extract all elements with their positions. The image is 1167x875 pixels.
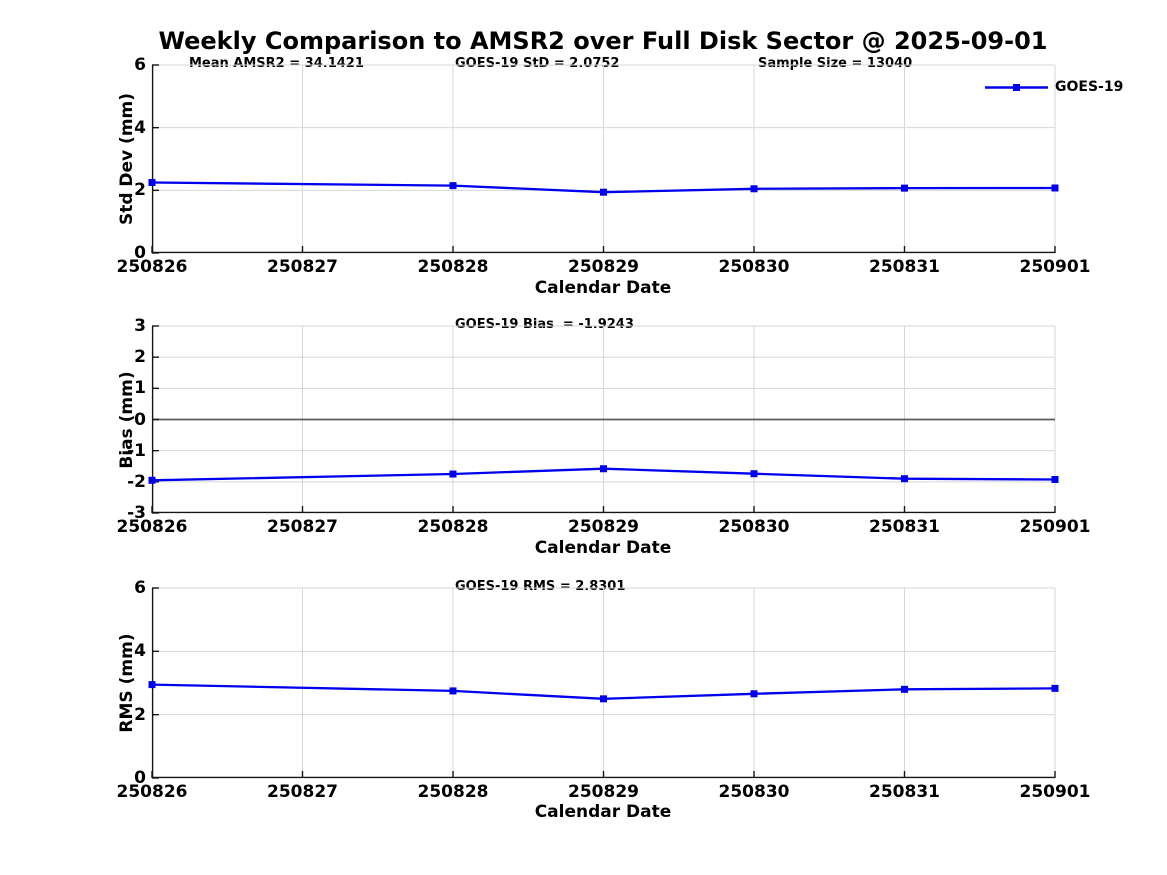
data-marker <box>1051 184 1059 192</box>
x-axis-label-rms: Calendar Date <box>534 802 672 822</box>
y-tick-label: 6 <box>134 55 146 75</box>
x-tick-label: 250826 <box>116 782 188 802</box>
data-line <box>151 467 1056 482</box>
legend-series-label: GOES-19 <box>1055 79 1124 95</box>
annotation-goes19-std: GOES-19 StD = 2.0752 <box>455 56 620 71</box>
data-marker <box>600 465 607 473</box>
x-tick-label: 250829 <box>568 517 639 537</box>
y-tick-label: 4 <box>134 641 146 662</box>
y-tick-label: 2 <box>134 347 146 368</box>
data-marker <box>449 182 457 190</box>
x-tick-label: 250901 <box>1019 257 1091 277</box>
data-line <box>151 683 1056 700</box>
annotation-sample-size: Sample Size = 13040 <box>758 56 913 71</box>
y-tick-label: -1 <box>127 440 146 461</box>
x-tick-label: 250828 <box>417 782 489 802</box>
y-tick-label: 4 <box>134 117 146 138</box>
y-tick-label: 1 <box>134 378 146 399</box>
x-tick-label: 250901 <box>1019 517 1091 537</box>
data-marker <box>750 185 758 193</box>
y-tick-label: 0 <box>134 409 146 430</box>
plot-area-bias <box>148 325 1059 514</box>
x-tick-label: 250827 <box>267 517 338 537</box>
data-marker <box>1051 684 1059 692</box>
x-tick-label: 250827 <box>267 782 338 802</box>
y-tick-label: 0 <box>134 768 146 788</box>
x-tick-label: 250826 <box>116 517 188 537</box>
data-marker <box>148 681 156 689</box>
y-axis-label-stddev: Std Dev (mm) <box>117 92 137 226</box>
data-marker <box>1051 475 1059 483</box>
figure-title: Weekly Comparison to AMSR2 over Full Dis… <box>158 27 1048 55</box>
x-tick-label: 250827 <box>267 257 338 277</box>
y-axis-label-rms: RMS (mm) <box>117 633 137 733</box>
x-axis-label-bias: Calendar Date <box>534 538 672 558</box>
y-tick-label: -3 <box>127 503 146 523</box>
legend-line-sample-icon <box>985 84 1048 91</box>
annotation-goes19-rms: GOES-19 RMS = 2.8301 <box>455 579 626 594</box>
data-marker <box>600 188 607 196</box>
x-tick-label: 250831 <box>869 517 940 537</box>
data-marker <box>148 476 156 484</box>
data-marker <box>750 470 758 478</box>
y-tick-label: 6 <box>134 578 146 598</box>
plot-area-rms <box>148 587 1059 779</box>
data-marker <box>449 470 457 478</box>
x-tick-label: 250830 <box>718 257 790 277</box>
x-tick-label: 250830 <box>718 517 790 537</box>
annotation-mean-amsr2: Mean AMSR2 = 34.1421 <box>189 56 364 71</box>
x-tick-label: 250901 <box>1019 782 1091 802</box>
annotation-goes19-bias: GOES-19 Bias = -1.9243 <box>455 317 634 332</box>
y-tick-label: 2 <box>134 180 146 201</box>
x-tick-label: 250829 <box>568 782 639 802</box>
x-tick-label: 250828 <box>417 517 489 537</box>
y-tick-label: 2 <box>134 704 146 725</box>
x-tick-label: 250831 <box>869 782 940 802</box>
x-axis-label-stddev: Calendar Date <box>534 278 672 298</box>
x-tick-label: 250829 <box>568 257 639 277</box>
data-marker <box>449 687 457 695</box>
data-marker <box>148 179 156 186</box>
x-tick-label: 250830 <box>718 782 790 802</box>
data-marker <box>600 695 607 703</box>
data-marker <box>901 685 908 693</box>
x-tick-label: 250831 <box>869 257 940 277</box>
x-tick-label: 250826 <box>116 257 188 277</box>
data-marker <box>901 475 908 483</box>
y-tick-label: -2 <box>127 471 146 492</box>
x-tick-label: 250828 <box>417 257 489 277</box>
plot-area-stddev <box>148 64 1059 254</box>
data-marker <box>901 184 908 192</box>
y-tick-label: 0 <box>134 243 146 263</box>
data-marker <box>750 690 758 698</box>
legend: GOES-19 <box>985 79 1123 96</box>
data-line <box>151 181 1056 194</box>
y-tick-label: 3 <box>134 316 146 336</box>
